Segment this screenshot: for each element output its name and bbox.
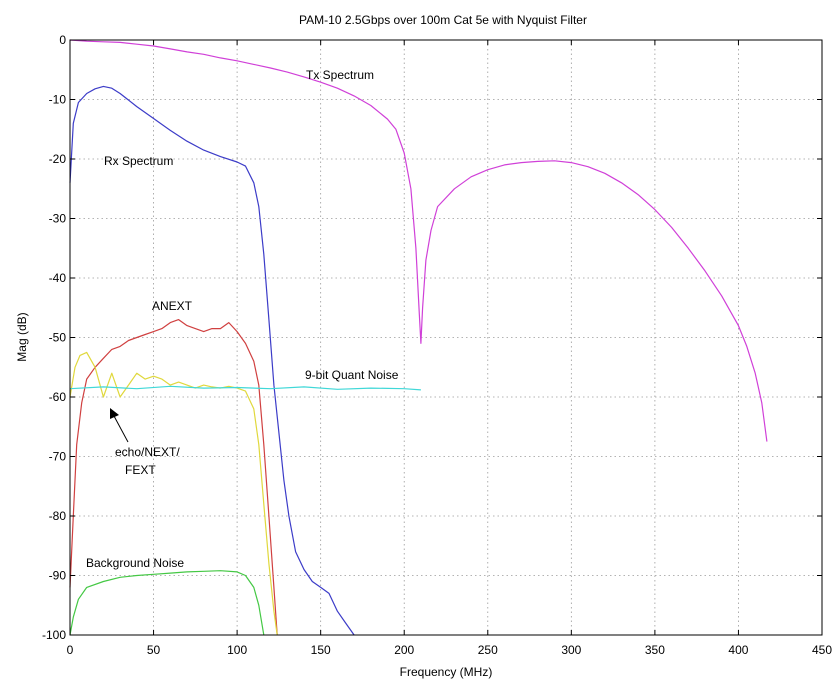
y-axis: 0 -10 -20 -30 -40 -50 -60 -70 -80 -90 -100	[42, 33, 822, 642]
x-tick-label: 50	[147, 643, 161, 657]
x-tick-label: 450	[812, 643, 832, 657]
y-tick-label: -20	[49, 152, 67, 166]
y-tick-label: -10	[49, 93, 67, 107]
grid	[70, 40, 822, 635]
annotation-quant-noise: 9-bit Quant Noise	[305, 368, 399, 382]
series-9-bit-quant-noise	[69, 385, 421, 391]
y-tick-label: -60	[49, 390, 67, 404]
annotation-background-noise: Background Noise	[86, 556, 184, 570]
x-axis-label: Frequency (MHz)	[400, 665, 493, 679]
series-rx-spectrum	[69, 85, 355, 636]
y-tick-label: -50	[49, 331, 67, 345]
echo-arrow	[110, 408, 129, 443]
y-tick-label: -90	[49, 569, 67, 583]
annotation-echo-line2: FEXT	[125, 463, 156, 477]
annotation-rx-spectrum: Rx Spectrum	[104, 154, 173, 168]
series-background-noise	[69, 570, 265, 636]
series-anext	[69, 319, 278, 636]
y-tick-label: -70	[49, 450, 67, 464]
annotation-echo-line1: echo/NEXT/	[115, 445, 180, 459]
x-tick-label: 300	[561, 643, 581, 657]
series-echo-next-fext	[69, 351, 278, 636]
y-tick-label: -80	[49, 509, 67, 523]
y-axis-label: Mag (dB)	[15, 312, 29, 361]
x-tick-label: 0	[67, 643, 74, 657]
y-tick-label: 0	[59, 33, 66, 47]
series-layer	[69, 39, 768, 636]
y-tick-label: -30	[49, 212, 67, 226]
annotation-tx-spectrum: Tx Spectrum	[306, 68, 374, 82]
y-tick-label: -100	[42, 628, 66, 642]
x-tick-label: 250	[478, 643, 498, 657]
x-tick-label: 100	[227, 643, 247, 657]
annotation-anext: ANEXT	[152, 299, 193, 313]
x-tick-label: 150	[311, 643, 331, 657]
x-tick-label: 200	[394, 643, 414, 657]
x-axis: 0 50 100 150 200 250 300 350 400 450	[67, 40, 832, 657]
x-tick-label: 400	[728, 643, 748, 657]
series-tx-spectrum	[69, 39, 768, 442]
chart-title: PAM-10 2.5Gbps over 100m Cat 5e with Nyq…	[299, 13, 587, 27]
x-tick-label: 350	[645, 643, 665, 657]
y-tick-label: -40	[49, 271, 67, 285]
